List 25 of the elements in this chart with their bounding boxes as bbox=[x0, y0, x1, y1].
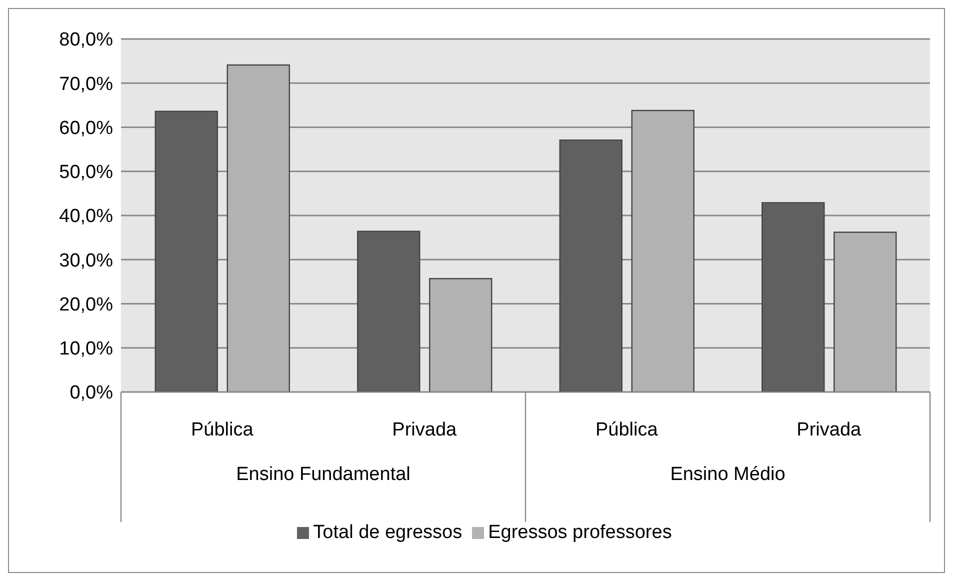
y-tick-label: 20,0% bbox=[59, 294, 114, 316]
x-tick-label: Pública bbox=[595, 419, 658, 440]
legend-label: Egressos professores bbox=[488, 522, 672, 543]
y-tick-label: 40,0% bbox=[59, 206, 114, 228]
bar bbox=[559, 139, 622, 392]
y-tick-label: 30,0% bbox=[59, 250, 114, 272]
y-tick-label: 60,0% bbox=[59, 118, 114, 139]
y-tick-label: 70,0% bbox=[59, 74, 114, 95]
bar bbox=[357, 230, 420, 392]
bar bbox=[762, 202, 825, 392]
bar bbox=[154, 110, 218, 392]
y-tick-label: 0,0% bbox=[70, 382, 114, 404]
bar bbox=[631, 110, 694, 392]
y-tick-label: 50,0% bbox=[59, 162, 114, 184]
x-tick-label: Privada bbox=[392, 419, 458, 440]
x-tick-label: Privada bbox=[796, 419, 862, 440]
y-tick-label: 80,0% bbox=[59, 30, 114, 51]
bar bbox=[226, 64, 290, 392]
x-tick-label: Pública bbox=[190, 419, 254, 440]
y-tick-label: 10,0% bbox=[59, 338, 114, 360]
text: Ensino Fundamental bbox=[236, 464, 410, 485]
text: Ensino Médio bbox=[670, 464, 786, 485]
bar bbox=[834, 232, 897, 392]
legend-label: Total de egressos bbox=[313, 522, 462, 543]
bar bbox=[429, 278, 492, 392]
